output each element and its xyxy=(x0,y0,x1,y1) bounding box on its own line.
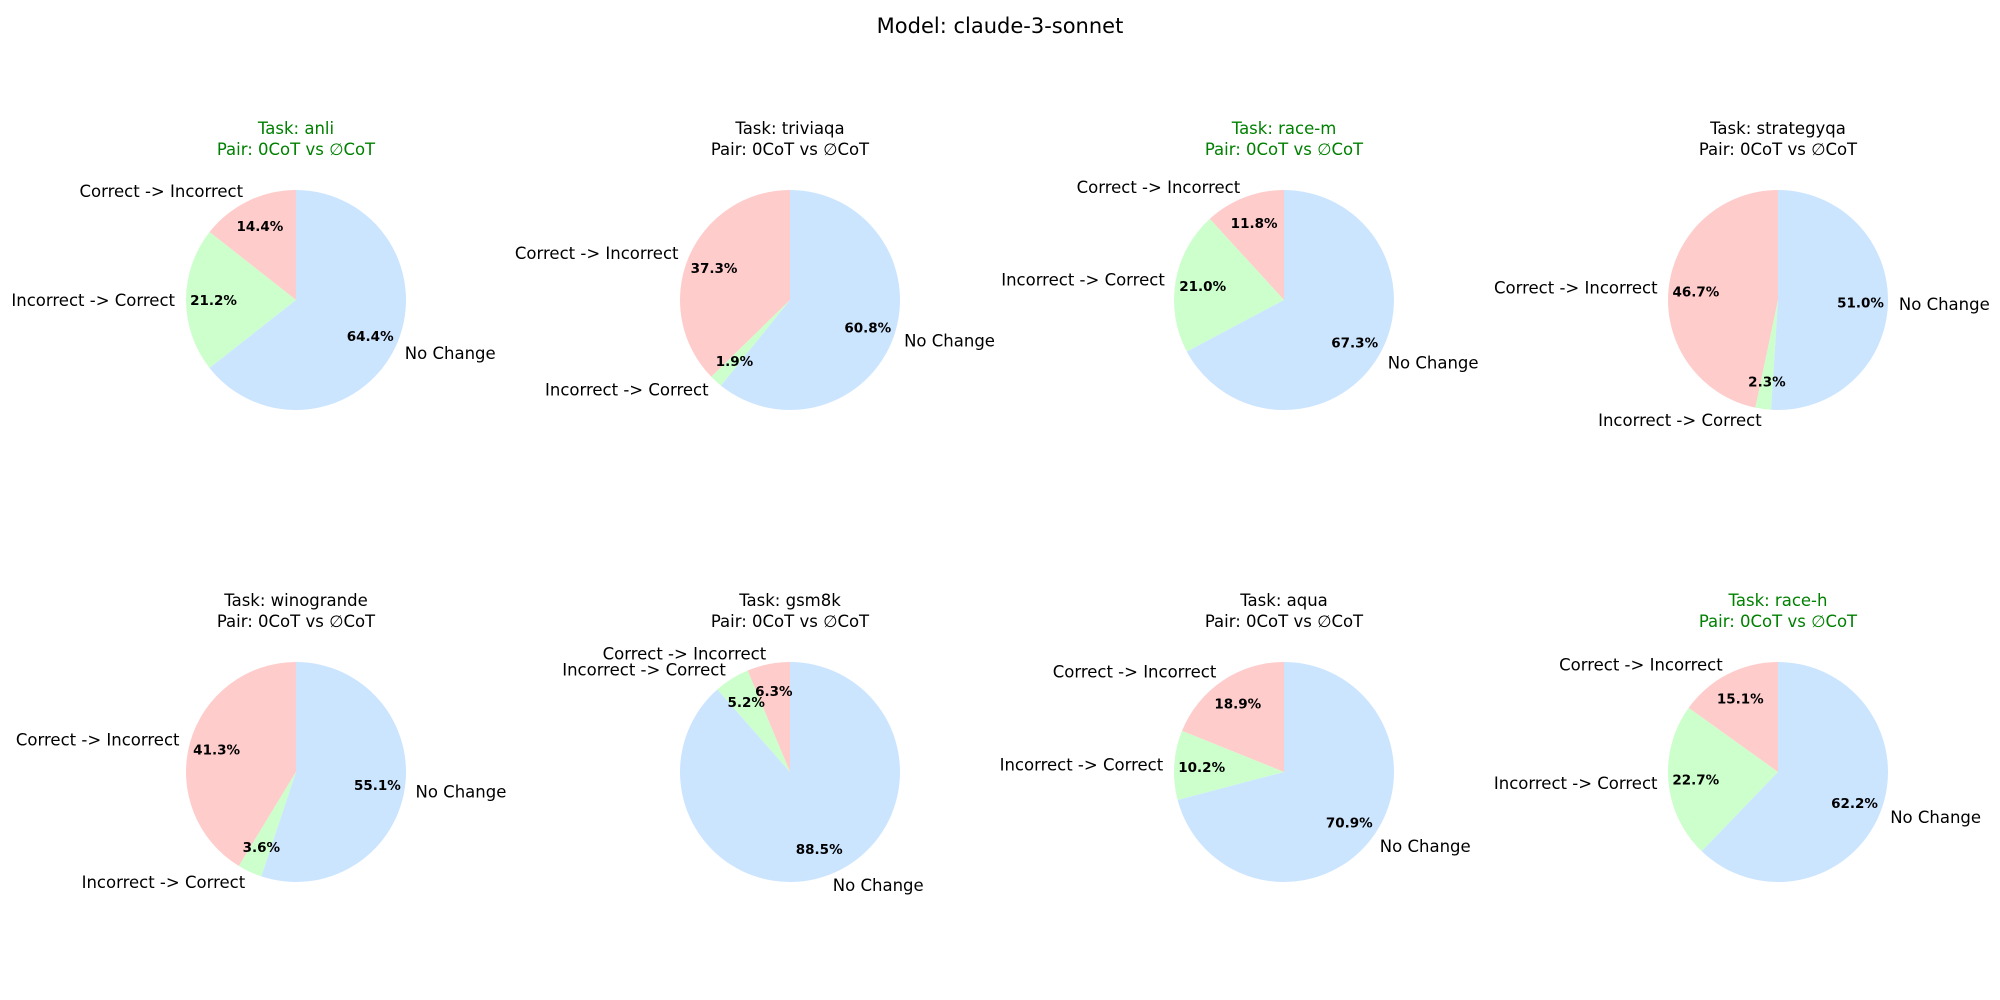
pie-slice-incorrect-correct xyxy=(1667,707,1778,852)
slice-percent-label: 6.3% xyxy=(755,684,793,700)
slice-category-label: No Change xyxy=(904,331,995,350)
slice-percent-label: 3.6% xyxy=(243,840,281,856)
slice-percent-label: 22.7% xyxy=(1672,773,1719,789)
pie-slice-no-change xyxy=(680,662,901,882)
slice-percent-label: 5.2% xyxy=(727,695,765,711)
pie-slice-incorrect-correct xyxy=(717,670,790,772)
slice-percent-label: 21.2% xyxy=(190,293,237,309)
chart-subtitle: Pair: 0CoT vs ∅CoT xyxy=(217,140,376,159)
pie-chart-7: Task: aqua Pair: 0CoT vs ∅CoT 18.9% Correct… xyxy=(1000,591,1471,883)
slice-percent-label: 2.3% xyxy=(1748,375,1786,391)
pie-chart-8: Task: race-h Pair: 0CoT vs ∅CoT 15.1% Corre… xyxy=(1494,591,1981,882)
pie-slice-incorrect-correct xyxy=(1755,300,1778,410)
pie-slice-no-change xyxy=(209,190,407,411)
slice-category-label: No Change xyxy=(1890,808,1981,827)
chart-title: Task: triviaqa xyxy=(734,119,844,138)
chart-title: Task: race-h xyxy=(1728,591,1828,610)
chart-title: Task: anli xyxy=(257,119,334,138)
chart-title: Task: strategyqa xyxy=(1709,119,1846,138)
slice-percent-label: 10.2% xyxy=(1178,760,1225,776)
pie-chart-5: Task: winogrande Pair: 0CoT vs ∅CoT 41.3% C… xyxy=(16,591,506,892)
slice-category-label: Correct -> Incorrect xyxy=(603,644,767,663)
slice-category-label: Incorrect -> Correct xyxy=(11,291,175,310)
slice-percent-label: 64.4% xyxy=(347,329,394,345)
pie-slice-correct-incorrect xyxy=(186,662,296,866)
pie-chart-6: Task: gsm8k Pair: 0CoT vs ∅CoT 6.3% Correct… xyxy=(562,591,923,895)
pie-slice-no-change xyxy=(1701,662,1889,882)
pie-chart-2: Task: triviaqa Pair: 0CoT vs ∅CoT 37.3% Cor… xyxy=(515,119,995,411)
chart-title: Task: winogrande xyxy=(223,591,368,610)
chart-subtitle: Pair: 0CoT vs ∅CoT xyxy=(1205,612,1364,631)
slice-percent-label: 21.0% xyxy=(1179,279,1226,295)
slice-category-label: Correct -> Incorrect xyxy=(80,182,244,201)
slice-percent-label: 11.8% xyxy=(1231,216,1278,232)
pie-slice-no-change xyxy=(1186,190,1394,411)
pie-slice-correct-incorrect xyxy=(1181,662,1284,772)
pie-slice-correct-incorrect xyxy=(747,662,790,772)
chart-subtitle: Pair: 0CoT vs ∅CoT xyxy=(1699,140,1858,159)
slice-category-label: No Change xyxy=(1899,295,1990,314)
pie-slice-correct-incorrect xyxy=(680,190,790,377)
slice-percent-label: 1.9% xyxy=(716,354,754,370)
slice-percent-label: 14.4% xyxy=(236,219,283,235)
pie-slice-correct-incorrect xyxy=(1688,662,1778,772)
slice-category-label: No Change xyxy=(1380,837,1471,856)
slice-percent-label: 46.7% xyxy=(1672,285,1719,301)
pie-slice-incorrect-correct xyxy=(1173,218,1284,352)
slice-category-label: Incorrect -> Correct xyxy=(1598,411,1762,430)
slice-category-label: No Change xyxy=(833,876,924,895)
chart-subtitle: Pair: 0CoT vs ∅CoT xyxy=(1699,612,1858,631)
slice-percent-label: 15.1% xyxy=(1717,692,1764,708)
slice-percent-label: 51.0% xyxy=(1837,296,1884,312)
slice-category-label: No Change xyxy=(416,782,507,801)
slice-category-label: Correct -> Incorrect xyxy=(1559,655,1723,674)
slice-category-label: Correct -> Incorrect xyxy=(1494,279,1658,298)
slice-category-label: Correct -> Incorrect xyxy=(16,730,180,749)
slice-percent-label: 88.5% xyxy=(796,842,843,858)
slice-category-label: Incorrect -> Correct xyxy=(1001,270,1165,289)
chart-subtitle: Pair: 0CoT vs ∅CoT xyxy=(711,140,870,159)
figure-title: Model: claude-3-sonnet xyxy=(876,14,1124,38)
slice-category-label: Correct -> Incorrect xyxy=(1077,178,1241,197)
slice-category-label: No Change xyxy=(1388,353,1479,372)
pie-slice-no-change xyxy=(1177,662,1395,883)
slice-category-label: Incorrect -> Correct xyxy=(562,660,726,679)
pie-chart-3: Task: race-m Pair: 0CoT vs ∅CoT 11.8% Corre… xyxy=(1001,119,1479,411)
pie-slice-correct-incorrect xyxy=(1209,190,1284,300)
slice-percent-label: 37.3% xyxy=(691,261,738,277)
slice-percent-label: 62.2% xyxy=(1831,796,1878,812)
slice-category-label: Correct -> Incorrect xyxy=(1053,663,1217,682)
pie-slice-incorrect-correct xyxy=(186,232,296,368)
slice-percent-label: 41.3% xyxy=(193,743,240,759)
chart-title: Task: race-m xyxy=(1231,119,1337,138)
pie-slice-incorrect-correct xyxy=(1173,730,1284,801)
slice-category-label: Incorrect -> Correct xyxy=(1000,755,1164,774)
slice-percent-label: 60.8% xyxy=(844,321,891,337)
slice-percent-label: 70.9% xyxy=(1326,815,1373,831)
chart-subtitle: Pair: 0CoT vs ∅CoT xyxy=(217,612,376,631)
chart-title: Task: aqua xyxy=(1239,591,1328,610)
chart-title: Task: gsm8k xyxy=(738,591,841,610)
slice-category-label: Incorrect -> Correct xyxy=(1494,774,1658,793)
chart-subtitle: Pair: 0CoT vs ∅CoT xyxy=(711,612,870,631)
pie-slice-incorrect-correct xyxy=(711,300,790,386)
pie-slice-correct-incorrect xyxy=(209,190,296,300)
pie-slice-incorrect-correct xyxy=(238,772,296,877)
slice-category-label: No Change xyxy=(405,344,496,363)
pie-chart-4: Task: strategyqa Pair: 0CoT vs ∅CoT 46.7% C… xyxy=(1494,119,1990,430)
slice-category-label: Incorrect -> Correct xyxy=(545,381,709,400)
slice-percent-label: 67.3% xyxy=(1331,336,1378,352)
pie-slice-no-change xyxy=(261,662,407,882)
pie-slice-correct-incorrect xyxy=(1668,190,1778,408)
slice-category-label: Correct -> Incorrect xyxy=(515,244,679,263)
slice-category-label: Incorrect -> Correct xyxy=(82,873,246,892)
pie-chart-1: Task: anli Pair: 0CoT vs ∅CoT 14.4% Correct… xyxy=(11,119,496,411)
chart-subtitle: Pair: 0CoT vs ∅CoT xyxy=(1205,140,1364,159)
slice-percent-label: 18.9% xyxy=(1214,697,1261,713)
pie-slice-no-change xyxy=(1771,189,1889,410)
slice-percent-label: 55.1% xyxy=(354,778,401,794)
pie-slice-no-change xyxy=(720,190,900,411)
